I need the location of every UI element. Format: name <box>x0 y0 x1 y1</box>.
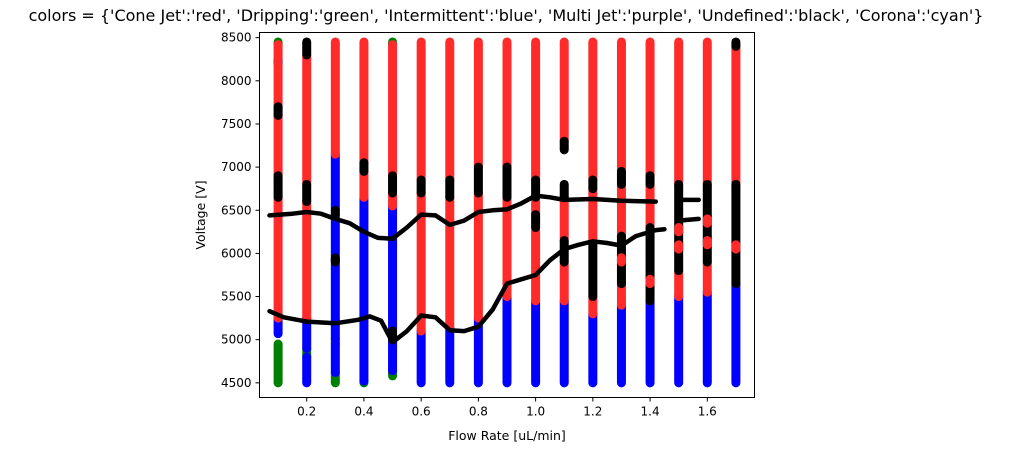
x-tick-label: 0.8 <box>469 405 488 419</box>
y-tick-label: 7500 <box>221 117 252 131</box>
boundary-line <box>267 193 659 241</box>
boundary-line <box>267 226 667 345</box>
chart-title: colors = {'Cone Jet':'red', 'Dripping':'… <box>29 6 984 25</box>
x-axis: 0.2 0.4 0.6 0.8 1.0 1.2 1.4 1.6 <box>297 397 717 419</box>
y-axis-label: Voltage [V] <box>193 180 208 249</box>
y-tick-label: 5500 <box>221 290 252 304</box>
x-tick-label: 1.6 <box>698 405 717 419</box>
x-tick-label: 0.2 <box>297 405 316 419</box>
y-tick-label: 6000 <box>221 246 252 260</box>
y-tick-label: 8000 <box>221 74 252 88</box>
x-tick-label: 1.4 <box>641 405 660 419</box>
plot-area <box>267 37 741 388</box>
y-tick-label: 5000 <box>221 333 252 347</box>
x-tick-label: 1.0 <box>526 405 545 419</box>
boundary-line <box>676 216 701 223</box>
y-tick-label: 7000 <box>221 160 252 174</box>
x-tick-label: 0.4 <box>354 405 373 419</box>
plot-frame <box>259 32 755 398</box>
y-tick-label: 8500 <box>221 31 252 45</box>
x-tick-label: 1.2 <box>583 405 602 419</box>
y-tick-label: 4500 <box>221 376 252 390</box>
x-axis-label: Flow Rate [uL/min] <box>448 428 566 443</box>
y-axis: 4500 5000 5500 6000 6500 7000 7500 8000 8500 <box>221 31 260 390</box>
y-tick-label: 6500 <box>221 203 252 217</box>
x-tick-label: 0.6 <box>412 405 431 419</box>
